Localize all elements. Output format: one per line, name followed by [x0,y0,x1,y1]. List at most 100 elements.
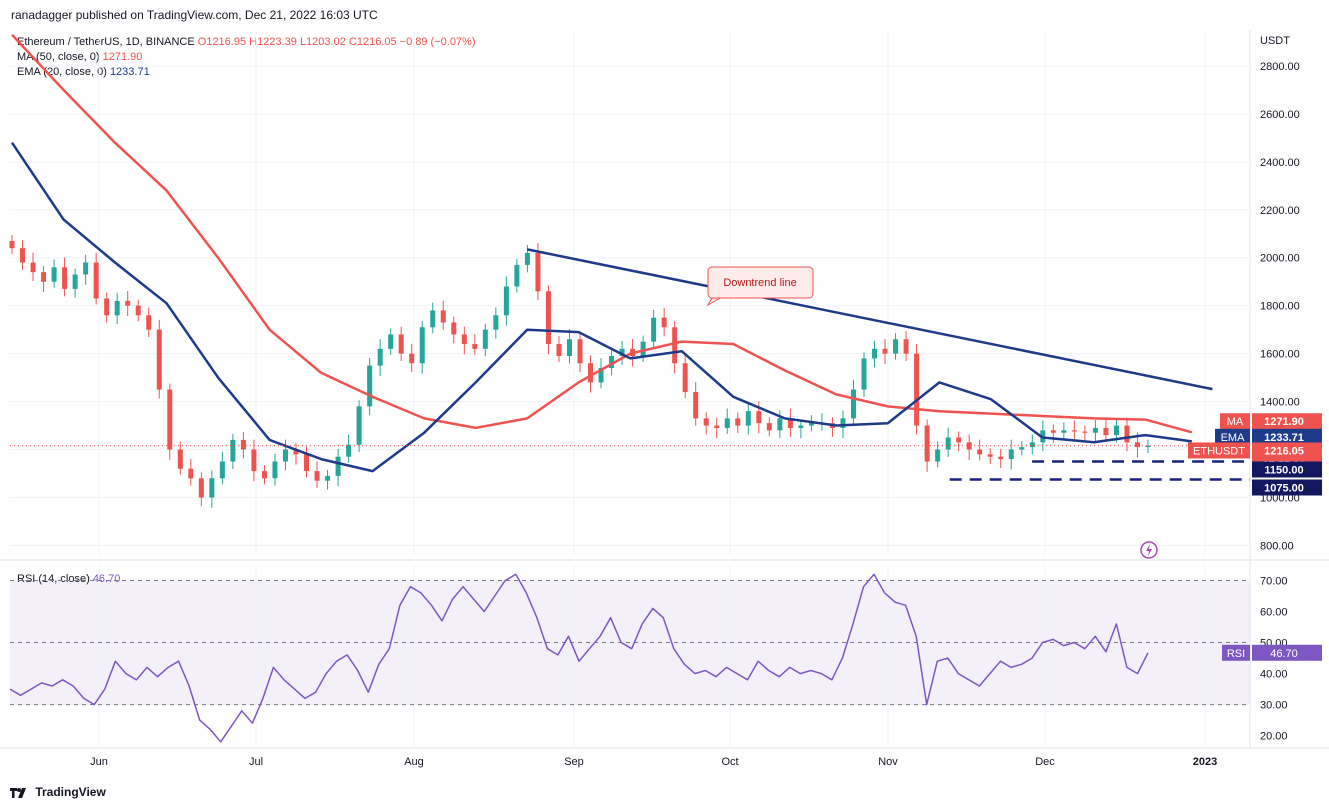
candle-body [177,449,183,469]
candle-body [367,365,373,407]
annotation-downtrend-label: Downtrend line [723,277,796,289]
candle-body [1029,442,1035,448]
candle-body [293,449,299,455]
candle-body [482,329,488,349]
candle-body [840,418,846,428]
ema-legend-value: 1233.71 [109,66,150,78]
candle-body [808,423,814,426]
downtrend-line[interactable] [526,248,1213,391]
time-tick-label: Oct [721,756,738,768]
candle-body [956,437,962,443]
candle-body [566,339,572,357]
ohlc-change: −0.89 (−0.07%) [399,36,476,48]
tradingview-logo-icon [10,787,26,798]
candle-body [198,478,204,498]
candle-body [724,418,730,428]
ema-tag: EMA [1221,432,1246,444]
candle-body [409,353,415,364]
ohlc-high: H1223.39 [249,36,297,48]
candle-body [114,300,120,316]
candle-body [451,322,457,335]
candle-body [977,449,983,455]
candle-body [346,444,352,457]
currency-label: USDT [1260,35,1290,47]
candle-body [1113,425,1119,436]
candle-body [882,348,888,354]
ma-axis-value-bg [1252,413,1322,430]
ma-line [11,33,1193,434]
rsi-tick-label: 40.00 [1260,669,1288,681]
candle-body [20,248,26,263]
ohlc-close: C1216.05 [348,36,397,48]
ema-legend-row[interactable]: EMA (20, close, 0) 1233.71 [17,65,476,80]
candle-body [325,475,331,481]
candle-body [282,449,288,462]
time-tick-label: Jun [90,756,108,768]
tradingview-footer[interactable]: TradingView [10,785,106,799]
header-bar: ranadagger published on TradingView.com,… [0,0,1329,30]
candle-body [440,310,446,323]
annotation-box[interactable] [707,266,814,299]
candle-body [93,262,99,299]
candle-body [588,363,594,383]
time-tick-label: Nov [878,756,898,768]
rsi-line [9,573,1149,743]
candle-body [1103,427,1109,436]
candle-body [766,423,772,431]
candle-body [850,389,856,419]
candle-body [1050,430,1056,433]
ma-axis-value: 1271.90 [1264,416,1304,428]
ethusdt-tag-bg [1188,442,1250,459]
rsi-axis-value: 46.70 [1270,648,1298,660]
candle-body [1134,442,1140,448]
candle-body [672,327,678,364]
candle-body [272,461,278,479]
price-tick-label: 2200.00 [1260,205,1300,217]
candle-body [651,317,657,342]
candle-body [1061,430,1067,433]
lightning-icon-bolt [1146,544,1152,556]
symbol-legend-row: Ethereum / TetherUS, 1D, BINANCE O1216.9… [17,35,476,50]
candle-body [535,252,541,292]
candle-body [30,262,36,273]
rsi-legend-label: RSI (14, close) [17,573,90,585]
price-tick-label: 2400.00 [1260,157,1300,169]
candle-body [219,461,225,479]
candle-body [1145,445,1151,448]
ma-tag-bg [1220,413,1250,430]
candle-body [914,353,920,426]
lightning-icon-ring [1140,541,1158,559]
rsi-tag: RSI [1227,648,1245,660]
candle-body [356,406,362,445]
candle-body [251,449,257,472]
ema-axis-value: 1233.71 [1264,432,1304,444]
candle-body [745,411,751,426]
ma-legend-row[interactable]: MA (50, close, 0) 1271.90 [17,50,476,65]
candle-body [861,358,867,390]
candle-body [798,425,804,428]
candle-body [619,348,625,357]
price-tick-label: 1400.00 [1260,397,1300,409]
price-tick-label: 1600.00 [1260,349,1300,361]
candle-body [41,272,47,282]
publisher-text: ranadagger published on TradingView.com,… [11,8,378,22]
symbol-title[interactable]: Ethereum / TetherUS, 1D, BINANCE [17,36,195,48]
price-tick-label: 2000.00 [1260,253,1300,265]
support-1075-axis-value-bg [1252,479,1322,496]
candle-body [556,344,562,357]
candle-body [335,456,341,476]
candle-body [261,471,267,479]
ma-legend-value: 1271.90 [102,51,143,63]
candle-body [987,454,993,457]
candle-body [156,329,162,390]
candle-body [72,274,78,289]
candle-body [640,341,646,357]
candle-body [209,478,215,498]
rsi-legend[interactable]: RSI (14, close) 46.70 [17,573,120,585]
rsi-tick-label: 60.00 [1260,607,1288,619]
lightning-icon[interactable] [1140,541,1158,559]
candle-body [893,339,899,354]
candle-body [777,418,783,431]
candle-body [472,344,478,349]
